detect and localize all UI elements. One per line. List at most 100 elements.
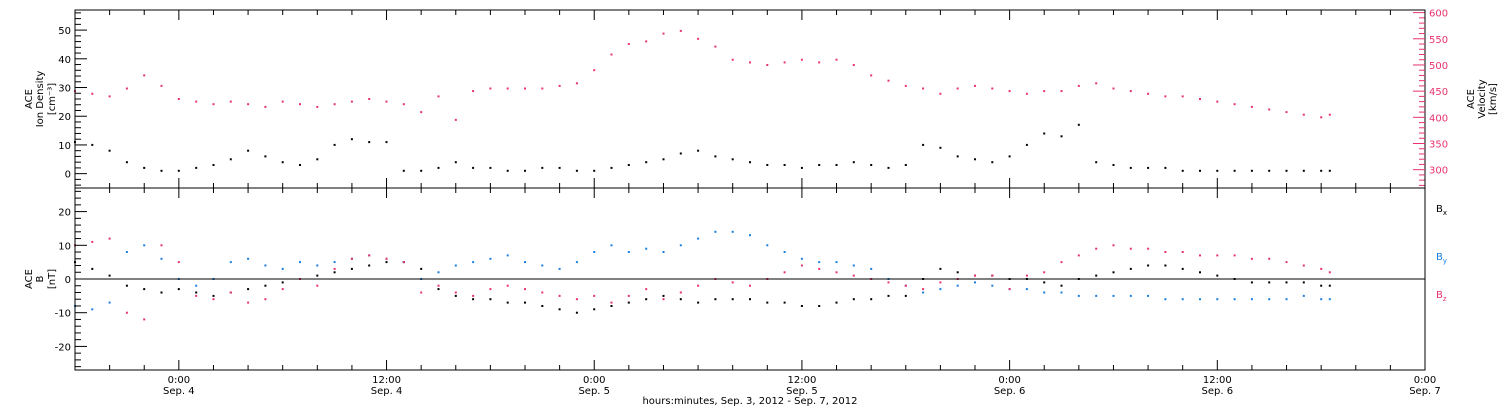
data-point <box>939 288 942 291</box>
data-point <box>91 267 94 270</box>
x-tick-label-time: 0:00 <box>168 375 190 386</box>
data-point <box>1250 105 1253 108</box>
x-tick-label-time: 0:00 <box>998 375 1020 386</box>
data-point <box>91 308 94 311</box>
data-point <box>385 261 388 264</box>
data-point <box>662 251 665 253</box>
data-point <box>731 158 734 161</box>
data-point <box>870 74 873 77</box>
data-point <box>454 161 457 164</box>
data-point <box>402 169 405 172</box>
data-point <box>247 301 250 304</box>
data-point <box>783 61 786 64</box>
data-point <box>212 294 215 297</box>
data-point <box>1233 169 1236 172</box>
data-point <box>662 32 665 35</box>
data-point <box>939 92 942 95</box>
data-point <box>1285 298 1288 301</box>
data-point <box>160 257 163 260</box>
data-point <box>420 169 423 172</box>
data-point <box>1285 169 1288 172</box>
data-point <box>679 29 682 32</box>
top-right-ylabel-line3: [km/s] <box>1488 83 1499 115</box>
data-point <box>420 111 423 114</box>
data-point <box>350 100 353 103</box>
data-point <box>887 281 890 284</box>
data-point <box>1181 251 1184 253</box>
data-point <box>991 161 994 164</box>
data-point <box>887 79 890 82</box>
data-point <box>1095 294 1098 297</box>
data-point <box>1147 92 1150 95</box>
data-point <box>1147 247 1150 250</box>
data-point <box>195 291 198 294</box>
data-point <box>645 247 648 250</box>
x-tick-label-time: 12:00 <box>1203 375 1232 386</box>
data-point <box>593 69 596 72</box>
data-point <box>541 291 544 294</box>
data-point <box>1216 274 1219 277</box>
data-point <box>645 161 648 164</box>
data-point <box>91 92 94 95</box>
bottom-panel: -20 -10 0 10 20 ACE B [nT] Bx By Bz <box>24 187 1447 371</box>
data-point <box>489 288 492 291</box>
data-point <box>472 261 475 264</box>
data-point <box>766 301 769 304</box>
bottom-panel-data <box>74 230 1331 321</box>
top-right-ylabel-line2: Velocity <box>1477 79 1488 118</box>
data-point <box>870 298 873 301</box>
data-point <box>333 271 336 274</box>
y-tick-label: 0 <box>65 275 71 286</box>
data-point <box>1164 264 1167 267</box>
data-point <box>852 274 855 277</box>
data-point <box>143 166 146 169</box>
data-point <box>1025 274 1028 277</box>
data-point <box>1181 95 1184 98</box>
data-point <box>835 261 838 264</box>
data-point <box>229 291 232 294</box>
data-point <box>1060 261 1063 264</box>
data-point <box>1043 281 1046 284</box>
data-point <box>1328 284 1331 287</box>
data-point <box>385 141 388 144</box>
y-tick-label: 10 <box>58 141 71 152</box>
data-point <box>316 284 319 287</box>
data-point <box>472 298 475 301</box>
legend-entry-x: Bx <box>1436 204 1447 217</box>
data-point <box>1199 98 1201 100</box>
data-point <box>697 149 700 152</box>
data-point <box>1060 135 1063 138</box>
data-point <box>1112 164 1115 166</box>
data-point <box>195 100 198 103</box>
data-point <box>991 274 994 277</box>
data-point <box>1181 169 1184 172</box>
data-point <box>1199 169 1201 172</box>
data-point <box>904 164 907 166</box>
data-point <box>1043 291 1046 294</box>
data-point <box>1147 294 1150 297</box>
data-point <box>420 291 423 294</box>
data-point <box>922 291 925 294</box>
data-point <box>1164 166 1167 169</box>
data-point <box>627 301 630 304</box>
x-tick-label-date: Sep. 4 <box>371 386 403 397</box>
data-point <box>714 230 717 233</box>
data-point <box>835 164 838 166</box>
data-point <box>956 284 959 287</box>
data-point <box>125 284 128 287</box>
data-point <box>714 298 717 301</box>
x-tick-label-time: 0:00 <box>1414 375 1436 386</box>
series-B-y-blue <box>74 230 1331 311</box>
data-point <box>1250 281 1253 284</box>
data-point <box>1250 169 1253 172</box>
data-point <box>1129 267 1132 270</box>
data-point <box>922 87 925 90</box>
data-point <box>1328 113 1331 116</box>
data-point <box>160 169 163 172</box>
y-tick-label: -20 <box>55 342 71 353</box>
data-point <box>870 164 873 166</box>
data-point <box>264 155 267 158</box>
data-point <box>1008 288 1011 291</box>
data-point <box>662 158 665 161</box>
data-point <box>1129 166 1132 169</box>
